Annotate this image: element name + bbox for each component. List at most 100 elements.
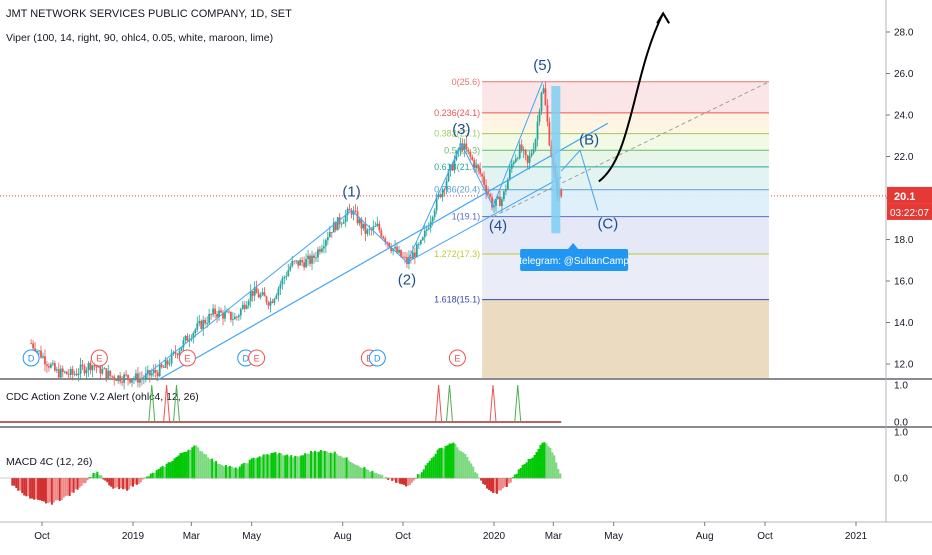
macd-bar xyxy=(290,455,293,479)
macd-bar xyxy=(145,476,148,479)
candle-body xyxy=(55,369,58,371)
elliott-wave-line[interactable] xyxy=(141,81,543,379)
candle-body xyxy=(297,260,300,266)
cdc-spike xyxy=(173,384,181,423)
macd-bar xyxy=(458,450,461,479)
candle-body xyxy=(121,381,124,383)
candle-body xyxy=(160,364,163,368)
candle-body xyxy=(67,374,70,376)
event-letter: D xyxy=(28,354,35,364)
candle-body xyxy=(69,368,72,375)
macd-bar xyxy=(159,467,162,479)
dividend-marker[interactable]: D xyxy=(22,349,40,367)
candle-body xyxy=(315,257,317,259)
candle-body xyxy=(516,158,519,160)
candle-body xyxy=(307,255,309,260)
cdc-spike xyxy=(148,384,156,423)
candle-body xyxy=(269,301,272,306)
macd-bar xyxy=(211,458,214,479)
macd-bar xyxy=(173,458,176,479)
candle-body xyxy=(483,176,486,185)
candle-body xyxy=(532,149,535,154)
trend-line[interactable] xyxy=(156,122,609,382)
macd-bar xyxy=(551,452,554,479)
candle-body xyxy=(237,315,240,318)
candle-body xyxy=(499,196,501,207)
candle-body xyxy=(506,179,509,190)
macd-bar xyxy=(345,457,348,479)
fib-zone xyxy=(482,189,769,217)
macd-bar xyxy=(278,452,281,479)
macd-bar xyxy=(523,463,526,479)
candle-body xyxy=(253,287,256,296)
candle-body xyxy=(524,149,527,156)
candle-body xyxy=(360,219,363,229)
candle-body xyxy=(404,256,406,258)
macd-bar xyxy=(41,478,43,501)
candle-body xyxy=(431,216,434,222)
fib-trend-line[interactable] xyxy=(492,81,770,218)
candle-body xyxy=(184,335,187,341)
macd-bar xyxy=(280,453,283,479)
macd-bar xyxy=(438,448,441,479)
macd-bar xyxy=(48,478,51,503)
candle-body xyxy=(261,292,264,295)
candle-body xyxy=(101,369,104,374)
macd-bar xyxy=(373,472,376,479)
macd-bar xyxy=(215,461,218,479)
macd-bar xyxy=(15,478,18,489)
macd-bar xyxy=(133,478,136,485)
macd-bar xyxy=(286,454,289,479)
macd-bar xyxy=(497,478,500,491)
projection-arrow[interactable] xyxy=(598,12,665,183)
last-price-badge[interactable] xyxy=(887,186,932,204)
macd-bar xyxy=(94,473,97,479)
cdc-title: CDC Action Zone V.2 Alert (ohlc4, 12, 26… xyxy=(6,391,199,403)
macd-bar xyxy=(363,467,366,479)
cdc-spike xyxy=(489,384,497,423)
candle-body xyxy=(512,162,515,164)
annotation-label[interactable] xyxy=(520,249,629,271)
macd-bar xyxy=(357,465,360,479)
macd-bar xyxy=(446,445,449,479)
candle-body xyxy=(247,301,250,306)
earnings-marker[interactable]: E xyxy=(90,349,108,367)
candle-body xyxy=(146,370,149,374)
macd-bar xyxy=(404,478,407,487)
candle-body xyxy=(38,350,40,352)
candle-body xyxy=(501,199,503,207)
macd-bar xyxy=(137,478,140,484)
dividend-marker[interactable]: D xyxy=(368,349,386,367)
macd-bar xyxy=(246,463,249,479)
macd-bar xyxy=(397,478,400,483)
macd-bar xyxy=(68,478,71,496)
candle-body xyxy=(402,256,404,258)
macd-bar xyxy=(454,443,457,479)
macd-bar xyxy=(284,455,287,479)
abc-correction-line[interactable] xyxy=(560,149,599,211)
earnings-marker[interactable]: E xyxy=(448,349,466,367)
macd-bar xyxy=(377,473,380,479)
earnings-marker[interactable]: E xyxy=(178,349,196,367)
macd-bar xyxy=(11,478,14,486)
earnings-marker[interactable]: E xyxy=(248,349,266,367)
macd-bar xyxy=(418,474,421,479)
candle-body xyxy=(142,378,145,380)
candle-body xyxy=(135,373,137,379)
macd-bar xyxy=(199,451,202,479)
macd-bar xyxy=(179,453,182,479)
candle-body xyxy=(152,370,155,374)
candle-body xyxy=(356,211,359,224)
price-tick-label: 26.0 xyxy=(894,69,914,80)
candle-body xyxy=(77,373,80,376)
macd-bar xyxy=(13,478,16,486)
macd-bar xyxy=(509,478,512,483)
candle-body xyxy=(216,314,218,318)
trend-line[interactable] xyxy=(406,176,562,263)
macd-bar xyxy=(296,456,299,479)
macd-bar xyxy=(432,456,435,479)
time-tick-label: Aug xyxy=(696,531,714,542)
macd-bar xyxy=(555,462,558,479)
